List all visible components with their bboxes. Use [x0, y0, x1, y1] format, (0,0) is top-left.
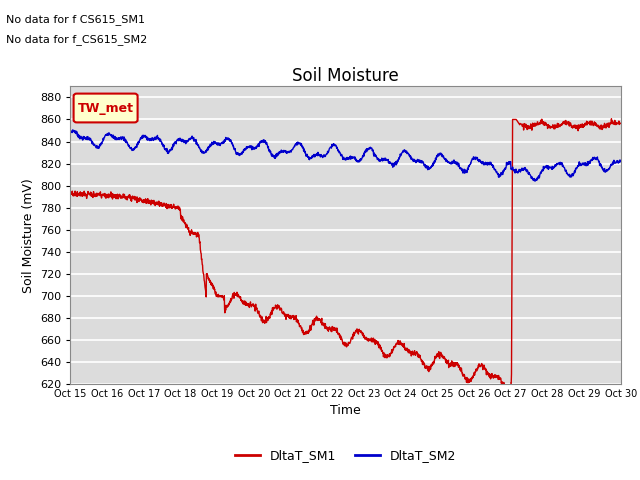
- Title: Soil Moisture: Soil Moisture: [292, 67, 399, 85]
- Text: TW_met: TW_met: [77, 101, 134, 115]
- X-axis label: Time: Time: [330, 405, 361, 418]
- Text: No data for f CS615_SM1: No data for f CS615_SM1: [6, 14, 145, 25]
- Text: No data for f_CS615_SM2: No data for f_CS615_SM2: [6, 34, 148, 45]
- Y-axis label: Soil Moisture (mV): Soil Moisture (mV): [22, 178, 35, 293]
- Legend: DltaT_SM1, DltaT_SM2: DltaT_SM1, DltaT_SM2: [230, 444, 461, 467]
